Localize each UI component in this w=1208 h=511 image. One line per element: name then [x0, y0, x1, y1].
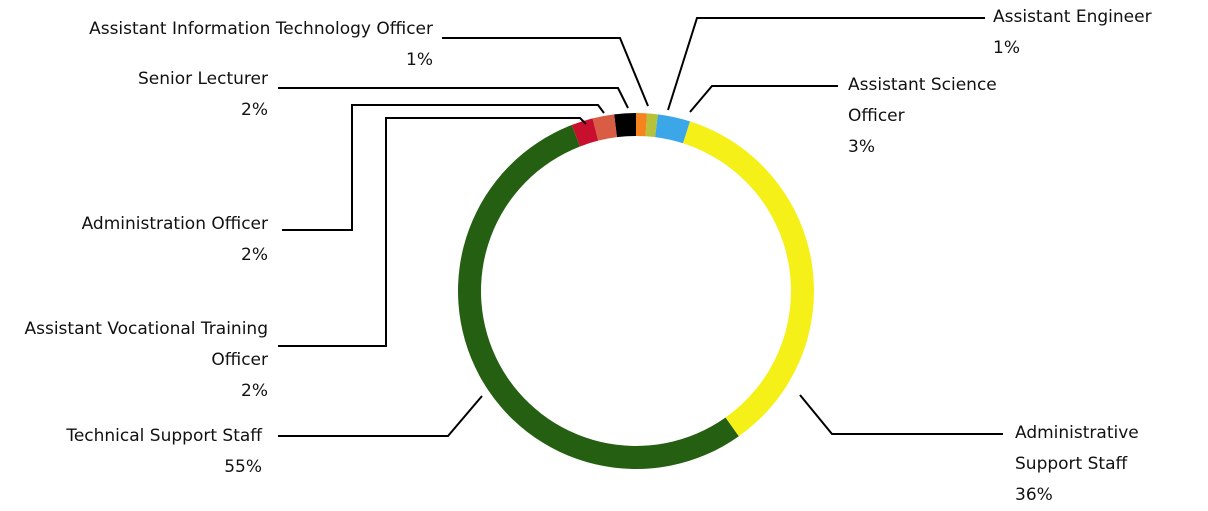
category-name: Assistant Vocational Training Officer [24, 319, 268, 370]
donut-segment [636, 113, 647, 137]
leader-line [278, 87, 629, 109]
donut-segment [571, 118, 599, 147]
donut-segment [592, 114, 617, 141]
slice-label: Assistant Science Officer 3% [848, 70, 1038, 163]
value-label: 55% [224, 457, 262, 477]
value-label: 2% [241, 100, 268, 120]
slice-label: Assistant Vocational Training Officer 2% [8, 314, 268, 407]
value-label: 2% [241, 245, 268, 265]
value-label: 1% [993, 38, 1020, 58]
slice-label: Senior Lecturer 2% [8, 64, 268, 126]
category-name: Assistant Information Technology Officer [89, 19, 433, 39]
leader-line [799, 394, 1003, 435]
category-name: Assistant Science Officer [848, 75, 997, 126]
value-label: 36% [1015, 485, 1053, 505]
donut-segment [682, 121, 815, 437]
value-label: 1% [406, 50, 433, 70]
category-name: Technical Support Staff [66, 426, 262, 446]
value-label: 2% [241, 381, 268, 401]
slice-label: Technical Support Staff 55% [2, 421, 262, 483]
category-name: Senior Lecturer [137, 69, 268, 89]
category-name: Assistant Engineer [993, 7, 1152, 27]
donut-segment [645, 113, 658, 138]
donut-segment [655, 114, 690, 144]
leader-line [667, 17, 985, 111]
leader-line [689, 85, 838, 113]
leader-line [278, 117, 587, 347]
slice-label: Administration Officer 2% [8, 209, 268, 271]
slice-label: Administrative Support Staff 36% [1015, 418, 1175, 511]
value-label: 3% [848, 137, 875, 157]
slice-label: Assistant Engineer 1% [993, 2, 1193, 64]
category-name: Administration Officer [81, 214, 268, 234]
leader-line [278, 395, 483, 437]
donut-segment [614, 113, 636, 138]
leader-line [442, 37, 649, 107]
donut-segment [458, 125, 739, 469]
slice-label: Assistant Information Technology Officer… [0, 14, 433, 76]
leader-line [282, 104, 605, 231]
category-name: Administrative Support Staff [1015, 423, 1139, 474]
